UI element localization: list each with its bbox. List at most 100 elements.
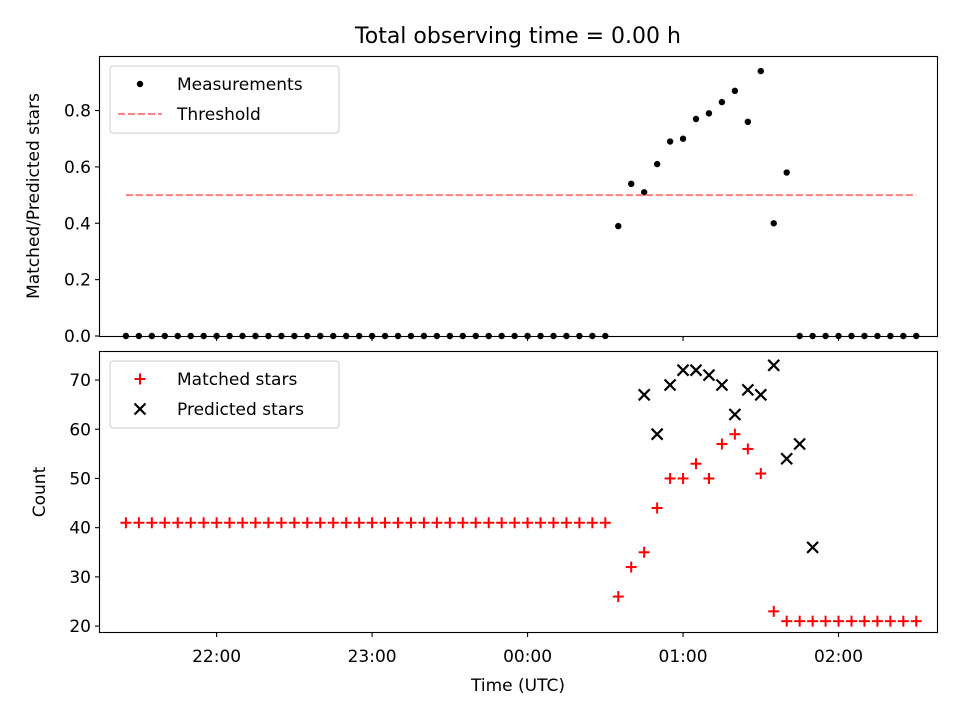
y-tick-label: 0.2 <box>64 271 91 291</box>
y-tick-label: 0.0 <box>64 327 91 347</box>
x-tick-label: 01:00 <box>659 647 708 667</box>
legend-label: Measurements <box>177 75 303 95</box>
matched-star-point <box>612 591 624 603</box>
matched-star-point <box>522 517 534 529</box>
bottom-y-ticks: 20 30 40 50 60 70 <box>69 371 100 637</box>
predicted-star-point <box>676 363 690 377</box>
bottom-legend: Matched stars Predicted stars <box>109 360 340 429</box>
matched-star-point <box>366 517 378 529</box>
legend-label: Predicted stars <box>177 400 304 420</box>
matched-star-point <box>288 517 300 529</box>
matched-star-point <box>910 615 922 627</box>
matched-star-point <box>638 546 650 558</box>
measurement-point <box>705 110 713 117</box>
matched-star-point <box>496 517 508 529</box>
legend-marker-plus <box>134 373 146 385</box>
matched-star-point <box>185 517 197 529</box>
x-tick-label: 23:00 <box>348 647 397 667</box>
matched-star-point <box>884 615 896 627</box>
matched-star-point <box>211 517 223 529</box>
y-tick-label: 40 <box>69 519 91 539</box>
matched-star-point <box>172 517 184 529</box>
matched-star-point <box>677 472 689 484</box>
matched-star-point <box>470 517 482 529</box>
matched-star-point <box>897 615 909 627</box>
bottom-data-marks <box>120 359 922 627</box>
x-tick-label: 02:00 <box>814 647 863 667</box>
predicted-star-point <box>650 427 664 441</box>
matched-star-point <box>353 517 365 529</box>
matched-star-point <box>716 438 728 450</box>
matched-star-point <box>224 517 236 529</box>
legend-box <box>109 360 340 429</box>
legend-marker-dot <box>136 80 144 88</box>
bottom-x-ticks: 22:00 23:00 00:00 01:00 02:00 <box>192 632 863 667</box>
measurement-point <box>679 135 687 142</box>
matched-star-point <box>483 517 495 529</box>
y-tick-label: 50 <box>69 469 91 489</box>
top-legend: Measurements Threshold <box>109 65 340 134</box>
matched-star-point <box>159 517 171 529</box>
legend-label: Threshold <box>176 105 261 125</box>
matched-star-point <box>405 517 417 529</box>
matched-star-point <box>392 517 404 529</box>
y-tick-label: 30 <box>69 568 91 588</box>
legend-marker-x <box>133 402 147 416</box>
x-tick-label: 22:00 <box>192 647 241 667</box>
matched-star-point <box>120 517 132 529</box>
matched-star-point <box>794 615 806 627</box>
chart-title: Total observing time = 0.00 h <box>354 24 681 49</box>
x-tick-label: 00:00 <box>503 647 552 667</box>
matched-star-point <box>625 561 637 573</box>
matched-star-point <box>664 472 676 484</box>
predicted-star-point <box>689 363 703 377</box>
matched-star-point <box>379 517 391 529</box>
y-tick-label: 0.6 <box>64 158 91 178</box>
matched-star-point <box>262 517 274 529</box>
matched-star-point <box>133 517 145 529</box>
y-tick-label: 0.8 <box>64 102 91 122</box>
matched-star-point <box>547 517 559 529</box>
matched-star-point <box>444 517 456 529</box>
matched-star-point <box>651 502 663 514</box>
matched-star-point <box>198 517 210 529</box>
x-axis-label: Time (UTC) <box>470 676 565 696</box>
measurement-point <box>615 222 622 230</box>
matched-star-point <box>833 615 845 627</box>
matched-star-point <box>781 615 793 627</box>
y-tick-label: 0.4 <box>64 214 91 234</box>
matched-star-point <box>340 517 352 529</box>
matched-star-point <box>237 517 249 529</box>
predicted-star-point <box>780 452 793 466</box>
matched-star-point <box>509 517 521 529</box>
predicted-star-point <box>663 378 677 392</box>
measurement-point <box>640 189 648 196</box>
matched-star-point <box>845 615 857 627</box>
measurement-point <box>628 180 635 188</box>
matched-star-point <box>690 458 702 470</box>
matched-star-point <box>871 615 883 627</box>
matched-star-point <box>327 517 339 529</box>
top-y-axis-label: Matched/Predicted stars <box>24 93 44 299</box>
predicted-star-point <box>728 408 742 421</box>
predicted-star-point <box>806 541 819 554</box>
measurement-point <box>718 98 726 106</box>
bottom-y-axis-label: Count <box>30 466 50 517</box>
measurement-point <box>783 169 790 176</box>
predicted-star-point <box>702 368 716 382</box>
legend-label: Matched stars <box>177 370 297 390</box>
top-axes-frame <box>98 55 939 338</box>
matched-star-point <box>275 517 287 529</box>
predicted-star-point <box>754 388 768 402</box>
measurement-point <box>770 220 777 227</box>
matched-star-point <box>535 517 547 529</box>
matched-star-point <box>586 517 598 529</box>
legend-box <box>109 65 340 134</box>
matched-star-point <box>560 517 572 529</box>
matched-star-point <box>457 517 469 529</box>
measurement-point <box>666 138 674 145</box>
matched-star-point <box>820 615 832 627</box>
measurement-point <box>692 115 700 123</box>
measurement-point <box>744 118 752 126</box>
